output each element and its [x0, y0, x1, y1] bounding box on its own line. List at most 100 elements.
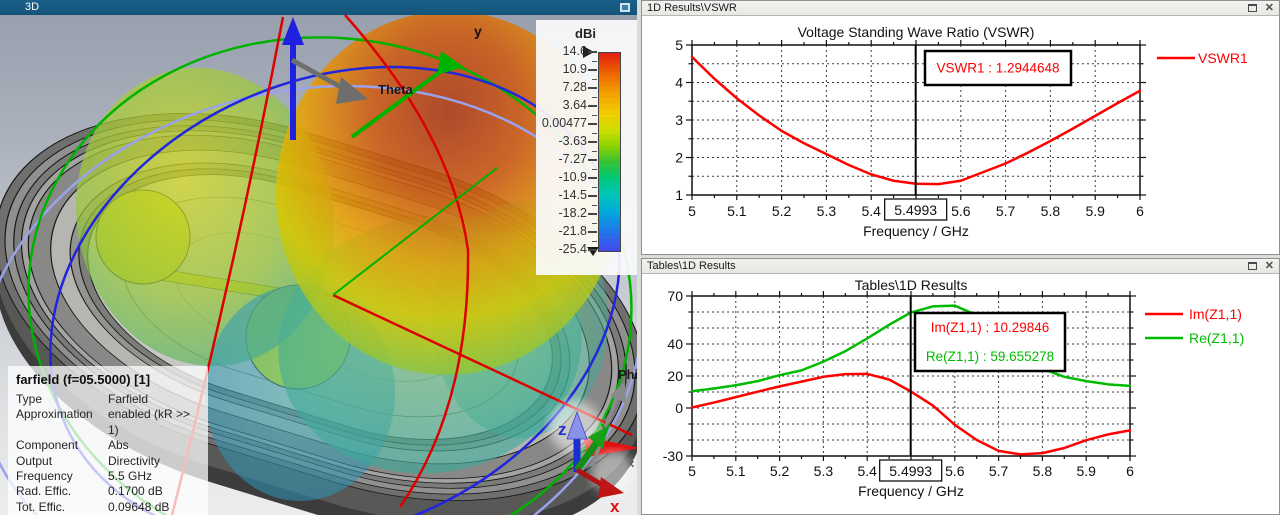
colorbar-minor-tick — [592, 151, 597, 152]
colorbar-tick-label: -18.2 — [558, 206, 588, 220]
colorbar-minor-tick — [592, 187, 597, 188]
x-tick-label: 5.2 — [770, 463, 790, 479]
x-tick-label: 5.6 — [951, 203, 971, 219]
y-tick-label: 70 — [667, 288, 683, 304]
colorbar-tick — [588, 105, 597, 107]
triad-x-label: x — [610, 497, 620, 515]
colorbar-tick — [588, 69, 597, 71]
legend-label[interactable]: VSWR1 — [1198, 50, 1248, 66]
x-tick-label: 5.8 — [1033, 463, 1053, 479]
x-tick-label: 5.7 — [989, 463, 1009, 479]
farfield-info-value: 0.09648 dB — [108, 499, 170, 514]
tables-panel-title: Tables\1D Results — [647, 260, 736, 272]
vswr-panel-titlebar[interactable]: 1D Results\VSWR ✕ — [642, 1, 1279, 16]
x-tick-label: 6 — [1136, 203, 1144, 219]
y-tick-label: 5 — [675, 37, 683, 53]
colorbar-unit-label: dBi — [575, 26, 596, 41]
farfield-info-label: Tot. Effic. — [16, 499, 66, 514]
close-icon[interactable]: ✕ — [1264, 1, 1274, 14]
colorbar-minor-tick — [592, 115, 597, 116]
x-axis-label: Frequency / GHz — [863, 223, 969, 239]
x-tick-label: 5.1 — [727, 203, 747, 219]
x-tick-label: 5.8 — [1041, 203, 1061, 219]
chart-title: Voltage Standing Wave Ratio (VSWR) — [798, 24, 1035, 40]
colorbar-tick-label: -14.5 — [558, 188, 588, 202]
colorbar-minor-tick — [592, 61, 597, 62]
3d-viewport[interactable]: Theta y Phi x z y — [0, 15, 637, 515]
marker-readout-box[interactable] — [923, 49, 1073, 87]
farfield-info-row: Output Directivity — [16, 454, 204, 469]
marker-readout: Im(Z1,1) : 10.29846 — [931, 320, 1050, 335]
colorbar-tick-label: 3.64 — [562, 98, 587, 112]
colorbar-legend: dBi 14.6 10.9 7.28 3.64 0.00477 -3.63 -7.27 -10… — [536, 20, 637, 275]
3d-panel-titlebar[interactable]: 3D — [0, 0, 637, 15]
x-tick-label: 6 — [1126, 463, 1134, 479]
marker-readout-box[interactable] — [913, 311, 1067, 373]
y-tick-label: 0 — [675, 400, 683, 416]
triad-z-label: z — [558, 420, 567, 439]
colorbar-tick-label: 7.28 — [562, 80, 587, 94]
tables-panel-titlebar[interactable]: Tables\1D Results ✕ — [642, 259, 1279, 274]
farfield-info-label: Component — [16, 438, 79, 453]
farfield-info-value: Farfield — [108, 392, 149, 406]
theta-label: Theta — [378, 82, 413, 97]
y-tick-label: 40 — [667, 336, 683, 352]
colorbar-tick — [588, 231, 597, 233]
colorbar-tick-label: -7.27 — [558, 152, 588, 166]
colorbar-tick-label: -25.4 — [558, 242, 588, 256]
vertical-splitter[interactable] — [637, 0, 641, 515]
legend-label[interactable]: Re(Z1,1) — [1189, 330, 1244, 346]
farfield-info-label: Approximation — [16, 407, 93, 422]
colorbar-tick — [588, 159, 597, 161]
phi-label: Phi — [618, 367, 637, 382]
farfield-info-value: 0.1700 dB — [108, 484, 163, 499]
vswr-panel-title: 1D Results\VSWR — [647, 2, 737, 14]
impedance-chart[interactable]: Tables\1D Results 5 5.1 5.2 5.3 5.4 5.6 5.7 5.8 5… — [642, 274, 1279, 515]
marker-axis-label-box[interactable] — [884, 198, 948, 221]
y-axis-label: y — [474, 23, 482, 39]
colorbar-tick-label: 14.6 — [562, 44, 587, 58]
horizontal-splitter[interactable] — [641, 255, 1280, 258]
farfield-info-box: farfield (f=05.5000) [1] Type Farfield App… — [8, 366, 208, 515]
colorbar-tick-label: -3.63 — [558, 134, 588, 148]
colorbar-minor-tick — [592, 79, 597, 80]
farfield-info-value: enabled (kR >> 1) — [108, 407, 191, 437]
colorbar-gradient — [598, 52, 621, 252]
colorbar-tick — [588, 51, 597, 53]
axis-triad: z y x — [549, 381, 635, 515]
colorbar-tick-label: 10.9 — [562, 62, 587, 76]
farfield-info-row: Component Abs — [16, 438, 204, 453]
legend-label[interactable]: Im(Z1,1) — [1189, 306, 1242, 322]
colorbar-tick — [588, 213, 597, 215]
x-tick-label: 5.4 — [857, 463, 877, 479]
vswr-chart[interactable]: Voltage Standing Wave Ratio (VSWR) 5 5.1 5.… — [642, 16, 1279, 255]
y-tick-label: 4 — [675, 75, 683, 91]
colorbar-tick — [588, 123, 597, 125]
x-tick-label: 5 — [688, 203, 696, 219]
farfield-info-label: Type — [16, 392, 43, 406]
colorbar-minor-tick — [592, 241, 597, 242]
colorbar-minor-tick — [592, 133, 597, 134]
marker-axis-label: 5.4993 — [894, 202, 937, 218]
colorbar-min-arrow-icon[interactable] — [587, 247, 599, 256]
close-icon[interactable]: ✕ — [1264, 259, 1274, 272]
x-tick-label: 5.3 — [814, 463, 834, 479]
triad-y-label: y — [601, 418, 611, 437]
farfield-info-label: Frequency — [16, 469, 73, 484]
farfield-info-row: Type Farfield — [16, 392, 204, 407]
x-tick-label: 5.6 — [945, 463, 965, 479]
maximize-icon[interactable] — [620, 3, 630, 12]
x-tick-label: 5.3 — [817, 203, 837, 219]
x-axis-label: Frequency / GHz — [858, 483, 964, 499]
3d-panel: 3D — [0, 0, 637, 515]
maximize-icon[interactable] — [1247, 262, 1257, 270]
maximize-icon[interactable] — [1247, 4, 1257, 12]
vswr-panel: 1D Results\VSWR ✕ Voltage Standing Wave … — [641, 0, 1280, 255]
x-tick-label: 5.2 — [772, 203, 792, 219]
marker-axis-label-box[interactable] — [879, 459, 943, 482]
farfield-info-row: Approximation enabled (kR >> 1) — [16, 407, 204, 438]
colorbar-tick — [588, 195, 597, 197]
marker-readout: VSWR1 : 1.2944648 — [936, 61, 1059, 76]
marker-readout: Re(Z1,1) : 59.655278 — [926, 349, 1054, 364]
y-tick-label: 20 — [667, 368, 683, 384]
